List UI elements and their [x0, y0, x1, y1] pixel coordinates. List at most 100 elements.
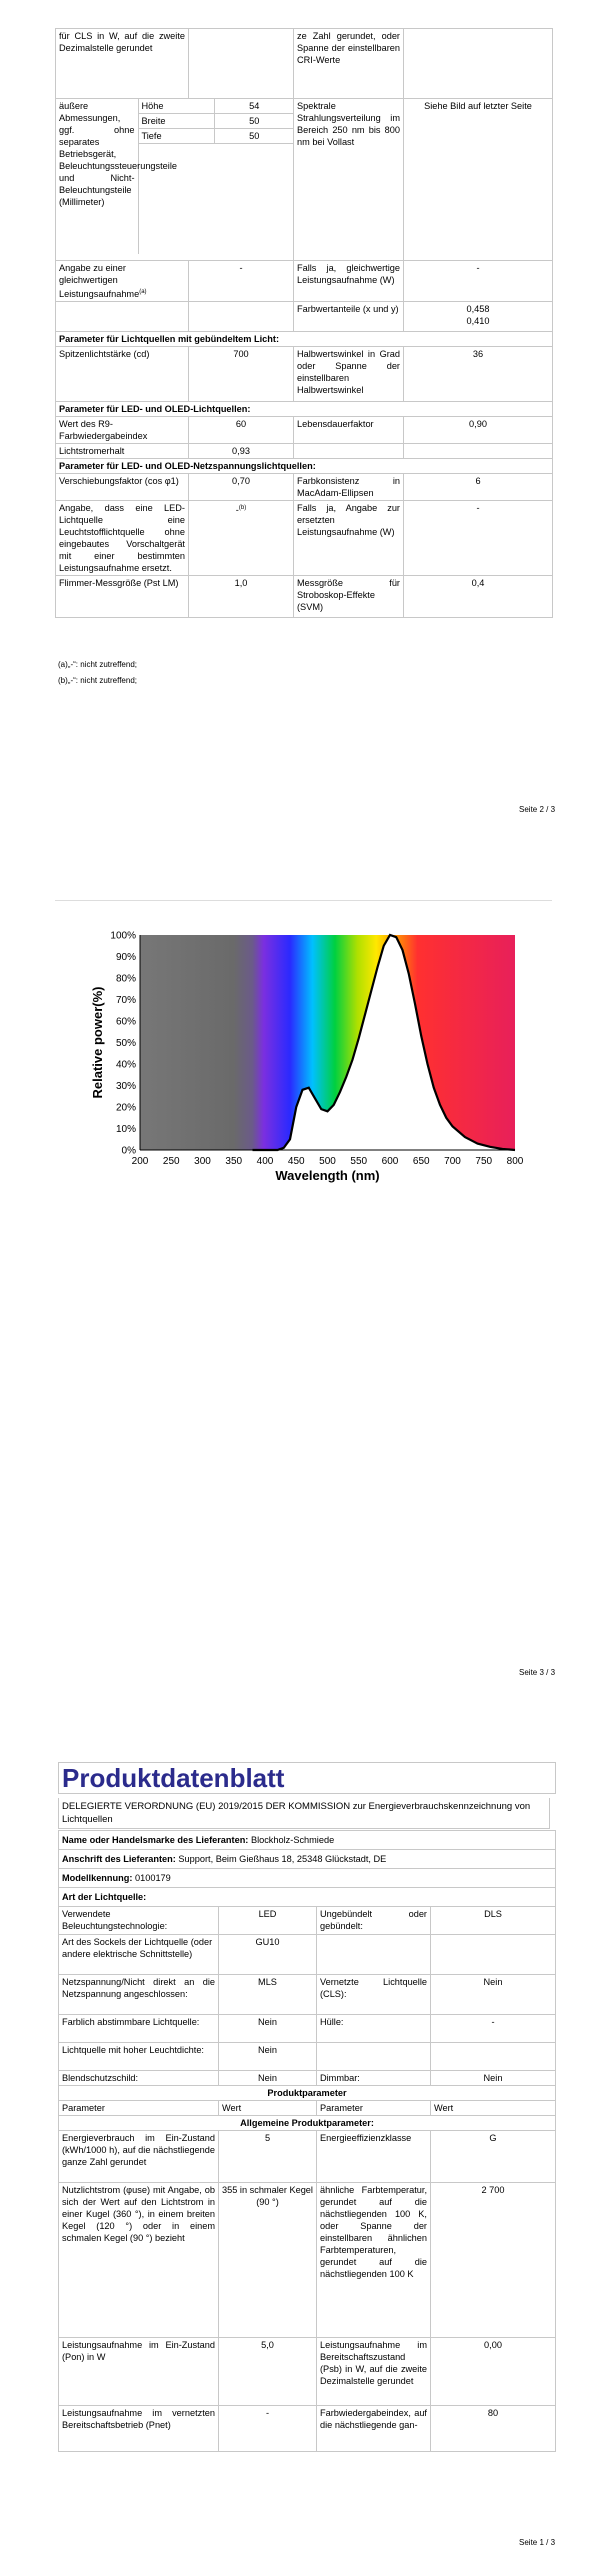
- dim-value: 50: [213, 128, 294, 144]
- param-value: -: [188, 259, 294, 303]
- param-value: Nein: [218, 2042, 317, 2071]
- y-tick-label: 30%: [116, 1081, 136, 1092]
- x-tick-label: 750: [475, 1156, 492, 1167]
- table-row: Leistungsaufnahme im vernetzten Bereitsc…: [58, 2405, 556, 2452]
- param-label: Leistungsaufnahme im vernetzten Bereitsc…: [58, 2405, 219, 2452]
- x-axis-label: Wavelength (nm): [275, 1168, 379, 1183]
- param-value: -(b): [188, 500, 294, 577]
- param-value: 1,0: [188, 575, 294, 619]
- model-row: Modellkennung: 0100179: [58, 1868, 556, 1888]
- section-row: Produktparameter: [58, 2085, 556, 2101]
- section-heading: Parameter für LED- und OLED-Lichtquellen…: [55, 401, 553, 418]
- param-value: 5,0: [218, 2337, 317, 2406]
- section-row: Parameter für LED- und OLED-Lichtquellen…: [55, 401, 553, 418]
- param-value: 0,70: [188, 473, 294, 502]
- param-label: Nutzlichtstrom (φuse) mit Angabe, ob sic…: [58, 2182, 219, 2338]
- param-value: 355 in schmaler Kegel (90 °): [218, 2182, 317, 2338]
- page-2: für CLS in W, auf die zweite Dezimalstel…: [0, 0, 603, 860]
- param-value: LED: [218, 1906, 317, 1935]
- footnote-b: (b)„-“: nicht zutreffend;: [58, 676, 137, 685]
- param-value: 0,00: [430, 2337, 556, 2406]
- page2-table: für CLS in W, auf die zweite Dezimalstel…: [55, 28, 553, 619]
- page-title: Produktdatenblatt: [58, 1762, 556, 1794]
- param-label: Verwendete Beleuchtungstechnologie:: [58, 1906, 219, 1935]
- param-value: Nein: [218, 2070, 317, 2086]
- param-label: äußere Abmessungen, ggf. ohne separates …: [56, 99, 177, 254]
- param-value: Siehe Bild auf letzter Seite: [403, 98, 553, 261]
- table-row: Flimmer-Messgröße (Pst LM) 1,0 Messgröße…: [55, 575, 553, 619]
- spectrum-line: [252, 933, 516, 1152]
- param-label: Farbwiedergabeindex, auf die nächstliege…: [316, 2405, 431, 2452]
- table-row: äußere Abmessungen, ggf. ohne separates …: [55, 98, 553, 261]
- param-label: Flimmer-Messgröße (Pst LM): [55, 575, 189, 619]
- param-label: ähnliche Farbtemperatur, gerundet auf di…: [316, 2182, 431, 2338]
- y-tick-label: 100%: [110, 931, 136, 942]
- supplier-label: Name oder Handelsmarke des Lieferanten:: [62, 1835, 249, 1845]
- param-label: für CLS in W, auf die zweite Dezimalstel…: [55, 28, 189, 99]
- param-value: Nein: [430, 2070, 556, 2086]
- x-tick-label: 400: [257, 1156, 274, 1167]
- footnote-a: (a)„-“: nicht zutreffend;: [58, 660, 137, 669]
- param-value: [188, 28, 294, 99]
- y-tick-label: 40%: [116, 1060, 136, 1071]
- param-label: Verschiebungsfaktor (cos φ1): [55, 473, 189, 502]
- param-label: Leistungsaufnahme im Ein-Zustand (Pon) i…: [58, 2337, 219, 2406]
- param-label: Angabe, dass eine LED-Lichtquelle eine L…: [55, 500, 189, 577]
- param-value: -: [218, 2405, 317, 2452]
- section-heading: Parameter für LED- und OLED-Netzspannung…: [55, 458, 553, 475]
- address-row: Anschrift des Lieferanten: Support, Beim…: [58, 1849, 556, 1869]
- param-label: Angabe zu einer gleichwertigen Leistungs…: [55, 259, 189, 303]
- param-label: Ungebündelt oder gebündelt:: [316, 1906, 431, 1935]
- section-row: Parameter für Lichtquellen mit gebündelt…: [55, 331, 553, 348]
- table-row: Wert des R9-Farbwiedergabeindex 60 Leben…: [55, 416, 553, 445]
- model-id: 0100179: [135, 1873, 171, 1883]
- param-label: Art des Sockels der Lichtquelle (oder an…: [58, 1934, 219, 1975]
- dim-label: Tiefe: [137, 128, 215, 144]
- param-label: Lichtquelle mit hoher Leuchtdichte:: [58, 2042, 219, 2071]
- dimensions-cell: äußere Abmessungen, ggf. ohne separates …: [55, 98, 294, 261]
- table-row: Blendschutzschild: Nein Dimmbar: Nein: [58, 2070, 556, 2086]
- column-header: Wert: [218, 2100, 317, 2116]
- param-value: 0,458 0,410: [403, 301, 553, 333]
- param-label: Halbwertswinkel in Grad oder Spanne der …: [293, 346, 404, 403]
- param-value: -: [403, 500, 553, 577]
- y-tick-label: 0%: [122, 1146, 137, 1157]
- section-heading: Produktparameter: [58, 2085, 556, 2101]
- param-label: Messgröße für Stroboskop-Effekte (SVM): [293, 575, 404, 619]
- column-header: Parameter: [58, 2100, 219, 2116]
- param-label: Farbkonsistenz in MacAdam-Ellipsen: [293, 473, 404, 502]
- param-label: Hülle:: [316, 2014, 431, 2043]
- page-number: Seite 2 / 3: [519, 805, 556, 814]
- section-row: Allgemeine Produktparameter:: [58, 2115, 556, 2131]
- spectrum-area: [252, 935, 515, 1150]
- table-row: Angabe, dass eine LED-Lichtquelle eine L…: [55, 500, 553, 577]
- param-label: Spektrale Strahlungsverteilung im Bereic…: [293, 98, 404, 261]
- y-tick-label: 90%: [116, 952, 136, 963]
- page-separator: [55, 900, 552, 901]
- param-value: G: [430, 2130, 556, 2183]
- dim-value: 50: [213, 113, 294, 129]
- param-label: Dimmbar:: [316, 2070, 431, 2086]
- param-label: Lebensdauerfaktor: [293, 416, 404, 445]
- param-label: Energieverbrauch im Ein-Zustand (kWh/100…: [58, 2130, 219, 2183]
- param-value: 36: [403, 346, 553, 403]
- table-row: Farblich abstimmbare Lichtquelle: Nein H…: [58, 2014, 556, 2043]
- address-label: Anschrift des Lieferanten:: [62, 1854, 176, 1864]
- table-row: Energieverbrauch im Ein-Zustand (kWh/100…: [58, 2130, 556, 2183]
- table-row: Angabe zu einer gleichwertigen Leistungs…: [55, 259, 553, 303]
- table-row: Spitzenlichtstärke (cd) 700 Halbwertswin…: [55, 346, 553, 403]
- table-row: Art des Sockels der Lichtquelle (oder an…: [58, 1934, 556, 1975]
- y-tick-label: 80%: [116, 974, 136, 985]
- param-label: Falls ja, Angabe zur ersetzten Leistungs…: [293, 500, 404, 577]
- section-row: Art der Lichtquelle:: [58, 1887, 556, 1907]
- param-label: Netzspannung/Nicht direkt an die Netzspa…: [58, 1974, 219, 2015]
- x-tick-label: 500: [319, 1156, 336, 1167]
- param-label: Falls ja, gleichwertige Leistungsaufnahm…: [293, 259, 404, 303]
- param-label: Energieeffizienzklasse: [316, 2130, 431, 2183]
- param-value: 2 700: [430, 2182, 556, 2338]
- param-label: Farbwertanteile (x und y): [293, 301, 404, 333]
- table-header-row: Parameter Wert Parameter Wert: [58, 2100, 556, 2116]
- y-tick-label: 10%: [116, 1124, 136, 1135]
- param-value: 0,4: [403, 575, 553, 619]
- x-tick-label: 600: [382, 1156, 399, 1167]
